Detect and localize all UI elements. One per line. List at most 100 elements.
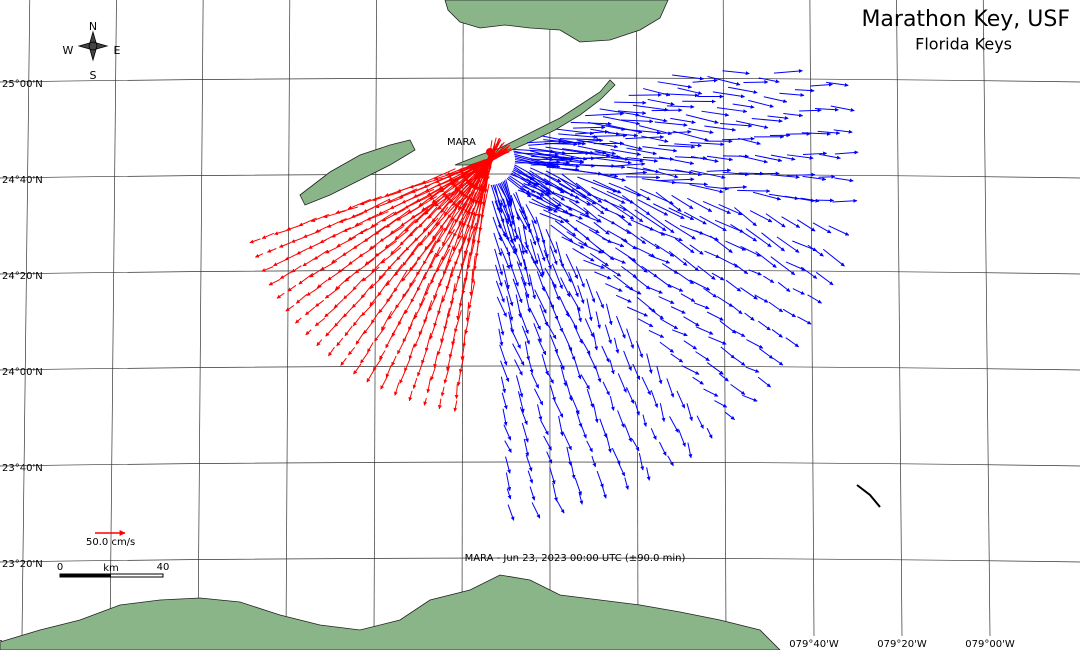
current-vector [748,269,762,276]
current-vector [566,205,590,218]
current-vector [577,176,618,193]
current-vector [513,193,528,221]
current-vector [674,169,702,177]
current-vector [706,427,713,439]
current-vector [524,241,537,265]
current-vector [422,208,444,233]
current-vector [730,304,743,315]
current-vector [409,177,443,189]
current-vector [372,191,402,202]
current-vector [770,174,800,180]
current-vector [802,175,827,182]
current-vector [586,389,594,408]
current-vector [615,247,637,262]
current-vector [474,198,483,231]
current-vector [718,256,739,268]
current-vector [616,316,626,339]
current-vector [369,290,382,307]
current-vector [609,396,615,411]
latitude-line [0,461,1080,467]
current-vector [490,184,501,212]
current-vector [575,129,609,135]
longitude-label: 079°00'W [965,639,1015,650]
longitude-line [809,0,815,637]
current-vector [573,125,606,130]
current-vector [430,257,443,285]
current-vector [690,141,725,147]
current-vector [619,204,644,223]
current-vector [401,262,418,282]
current-vector [779,92,805,98]
current-vector [757,320,771,331]
latitude-line [0,269,1080,275]
current-vector [339,212,364,223]
current-vector [528,172,556,195]
current-vector [515,210,527,231]
current-vector [680,293,696,302]
current-vector [370,211,395,228]
current-vector [754,154,783,163]
current-vector [354,213,379,227]
current-vector [534,388,544,406]
current-vector [440,320,448,343]
current-vector [496,296,507,318]
current-vector [754,294,769,303]
current-vector [514,160,557,169]
current-vector [794,88,815,93]
current-vector [776,236,800,253]
current-vector [518,310,529,335]
current-vector [605,283,623,292]
current-vector [290,236,307,243]
current-vector [522,224,529,250]
current-vector [767,115,789,120]
current-vector [387,188,418,203]
current-vector [771,329,783,338]
current-vector [615,213,632,227]
current-vector [528,140,567,146]
current-vector [527,357,534,374]
latitude-line [0,557,1080,563]
current-vector [695,351,710,362]
current-vector [526,178,551,195]
current-vector [440,386,445,397]
longitude-label: 079°40'W [789,639,839,650]
current-vector [452,220,464,252]
current-vector [313,249,328,260]
current-vector [335,206,358,215]
current-vector [374,326,386,342]
latitude-label: 24°20'N [2,271,43,282]
current-vector [617,110,647,115]
current-vector [722,70,750,76]
distance-scale: 0 km 40 [57,562,169,578]
current-vector [624,424,632,443]
current-vector [466,211,476,243]
current-vector [560,277,571,298]
current-vector [586,440,593,453]
current-vector [549,334,558,354]
current-vector [351,206,375,218]
current-vector [586,298,593,322]
current-vector [510,194,520,221]
current-vector [409,216,429,237]
current-vector [601,263,622,277]
current-vector [763,275,775,284]
current-vector [566,310,578,330]
current-vector [562,431,572,451]
current-vector [495,280,505,303]
current-vector [266,248,277,253]
current-vector [331,252,348,264]
current-vector [515,375,524,398]
current-vector [636,296,656,313]
longitude-line [982,0,991,637]
current-vector [800,197,820,203]
current-vector [610,162,646,167]
current-vector [261,232,274,239]
current-vector [689,244,704,255]
current-vector [706,362,724,375]
current-vector [529,307,541,330]
title: Marathon Key, USF [861,7,1070,32]
compass-n: N [89,20,97,33]
current-vector [770,154,796,161]
current-vector [467,185,483,216]
